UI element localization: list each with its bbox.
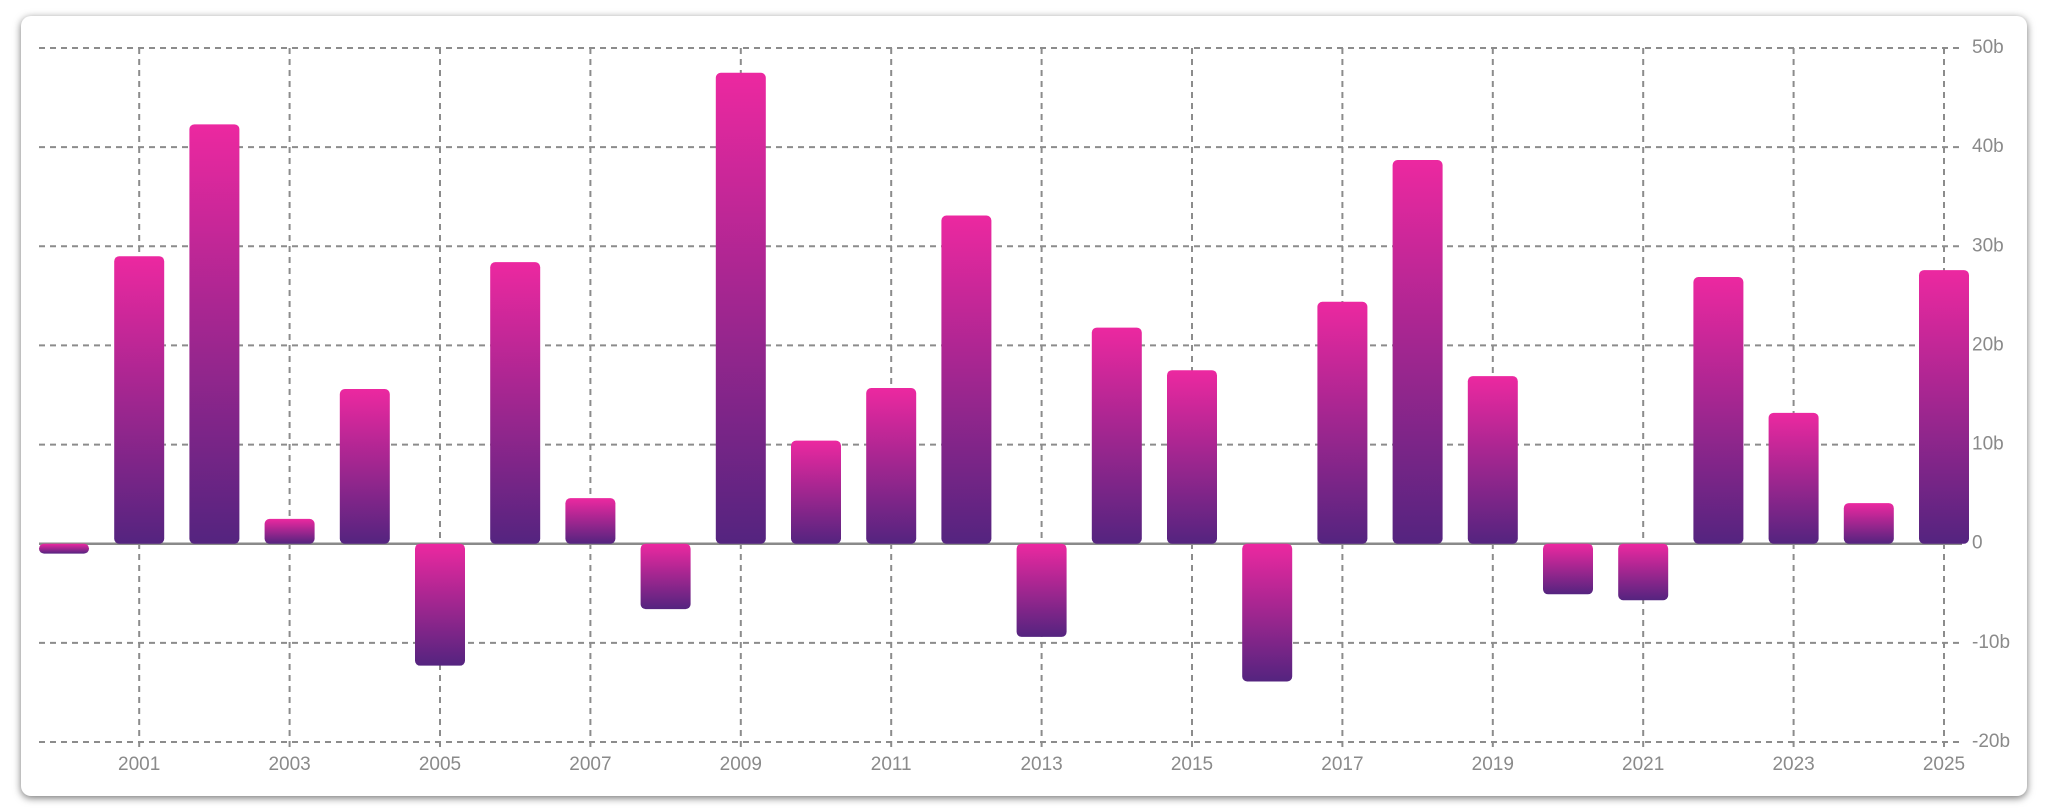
bar	[1467, 376, 1518, 544]
bar	[1843, 503, 1894, 544]
x-tick-label: 2021	[1622, 754, 1664, 775]
y-tick-label: -20b	[1972, 731, 2010, 752]
bar	[1768, 412, 1819, 544]
y-tick-label: 30b	[1972, 235, 2004, 256]
bar	[490, 262, 541, 544]
x-tick-label: 2019	[1472, 754, 1514, 775]
bar	[715, 72, 766, 544]
bar	[189, 124, 240, 544]
bar	[866, 388, 917, 544]
bar	[339, 389, 390, 544]
x-tick-label: 2005	[419, 754, 461, 775]
x-tick-label: 2007	[569, 754, 611, 775]
bar	[415, 543, 465, 666]
x-tick-label: 2009	[720, 754, 762, 775]
x-tick-label: 2001	[118, 754, 160, 775]
x-tick-label: 2023	[1772, 754, 1814, 775]
bar	[565, 498, 616, 544]
bar	[1091, 327, 1142, 544]
bar	[39, 543, 89, 554]
bar	[1317, 301, 1368, 544]
bar	[114, 256, 165, 544]
y-tick-label: 40b	[1972, 136, 2004, 157]
y-tick-label: -10b	[1972, 632, 2010, 653]
bar	[1543, 543, 1593, 595]
bar	[1242, 543, 1293, 682]
y-tick-label: 10b	[1972, 434, 2004, 455]
bar	[1693, 277, 1744, 544]
x-tick-label: 2025	[1923, 754, 1965, 775]
x-tick-label: 2015	[1171, 754, 1213, 775]
bar	[1618, 543, 1669, 601]
bar	[1016, 543, 1067, 637]
x-tick-label: 2011	[871, 754, 912, 775]
bar	[1919, 270, 1969, 544]
bar	[640, 543, 691, 610]
x-tick-label: 2003	[268, 754, 310, 775]
bar	[941, 215, 992, 544]
bar	[791, 440, 841, 544]
bar	[1392, 160, 1443, 544]
x-tick-label: 2013	[1020, 754, 1062, 775]
x-tick-label: 2017	[1321, 754, 1363, 775]
y-tick-label: 50b	[1972, 37, 2004, 58]
y-tick-label: 20b	[1972, 334, 2004, 355]
bar	[1167, 370, 1217, 544]
y-tick-label: 0	[1972, 533, 1983, 554]
bar	[264, 518, 315, 544]
